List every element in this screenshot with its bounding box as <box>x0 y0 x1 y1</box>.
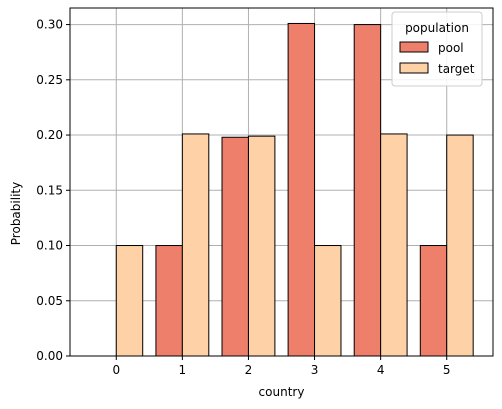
x-tick-label: 1 <box>179 363 187 377</box>
bars <box>115 22 474 357</box>
bar-target-3 <box>314 245 342 357</box>
bar-target-0 <box>115 245 144 357</box>
x-tick-label: 0 <box>112 363 120 377</box>
legend-swatch-target <box>399 62 429 74</box>
bar-target-4 <box>380 133 408 357</box>
y-tick-label: 0.20 <box>36 128 63 142</box>
x-tick-label: 3 <box>311 363 319 377</box>
bar-target-2 <box>247 135 276 357</box>
legend: population pool target <box>391 11 483 87</box>
y-tick-label: 0.10 <box>36 239 63 253</box>
x-tick-label: 5 <box>443 363 451 377</box>
legend-swatch-pool <box>399 41 429 53</box>
legend-label-pool: pool <box>438 41 464 55</box>
legend-label-target: target <box>438 62 475 76</box>
y-axis-label: Probability <box>9 182 23 245</box>
bar-pool-3 <box>287 22 316 357</box>
plot-frame <box>69 7 494 357</box>
bar-pool-2 <box>221 136 249 357</box>
y-tick-label: 0.25 <box>36 73 63 87</box>
bar-pool-5 <box>419 245 448 357</box>
y-tick-label: 0.15 <box>36 183 63 197</box>
x-axis-label: country <box>259 385 305 399</box>
bar-pool-1 <box>155 245 183 357</box>
tick-labels: 0 1 2 3 4 5 0.00 0.05 0.10 0.15 0.20 0.25 0.30 <box>36 18 450 377</box>
x-tick-label: 2 <box>245 363 253 377</box>
bar-target-5 <box>446 134 474 357</box>
x-tick-label: 4 <box>377 363 385 377</box>
y-tick-label: 0.30 <box>36 18 63 32</box>
bar-target-1 <box>181 133 210 357</box>
y-tick-label: 0.05 <box>36 294 63 308</box>
axes <box>66 7 494 360</box>
y-tick-label: 0.00 <box>36 349 63 363</box>
legend-title: population <box>405 21 469 35</box>
bar-pool-4 <box>353 24 382 357</box>
